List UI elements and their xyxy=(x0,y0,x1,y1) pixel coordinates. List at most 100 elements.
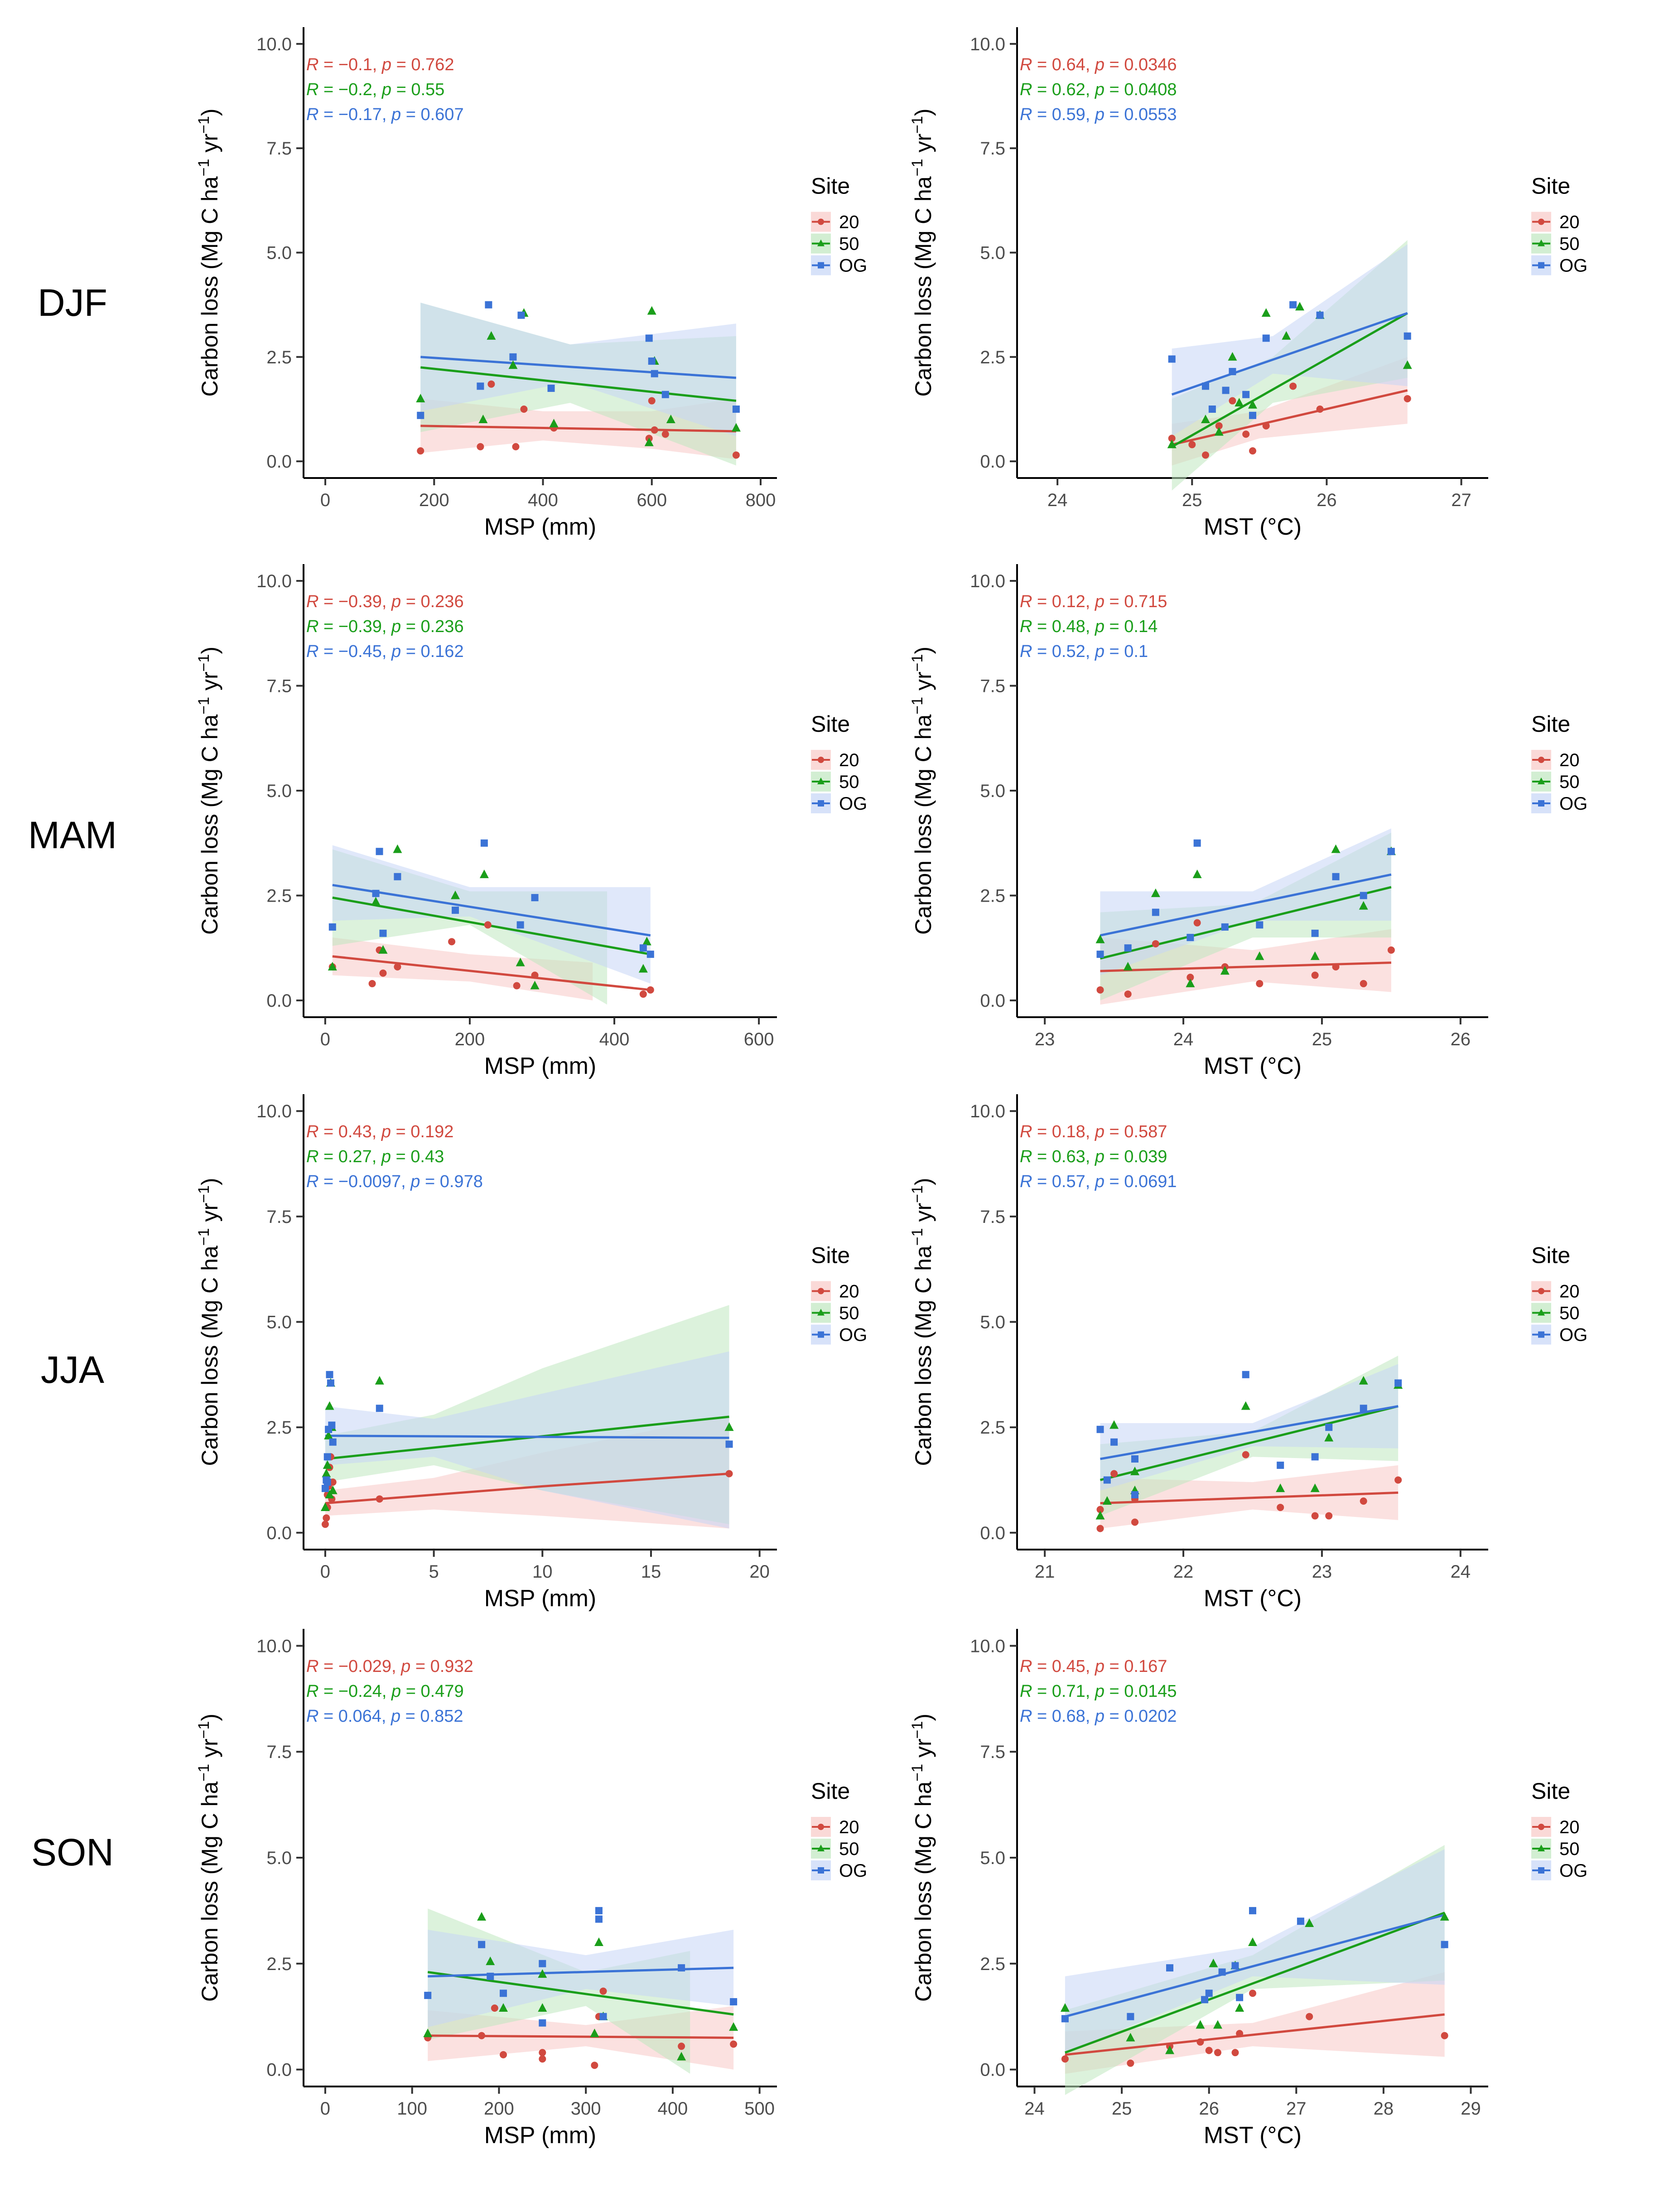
y-axis-title-part: Carbon loss (Mg C ha xyxy=(911,1246,936,1466)
y-tick-label: 10.0 xyxy=(970,34,1005,54)
point-og xyxy=(485,301,492,309)
x-tick-label: 600 xyxy=(744,1029,774,1049)
stat-symbol: p xyxy=(381,80,391,99)
y-tick-label: 2.5 xyxy=(266,1418,292,1438)
stat-symbol: R xyxy=(1020,642,1032,661)
y-axis-title: Carbon loss (Mg C ha−1 yr−1) xyxy=(909,1714,936,2002)
legend-key-marker-20 xyxy=(1538,757,1544,763)
legend-title: Site xyxy=(811,711,850,737)
legend-label-20: 20 xyxy=(1559,213,1580,232)
y-tick-label: 10.0 xyxy=(970,571,1005,591)
y-axis-title-part: yr xyxy=(197,1203,222,1228)
stat-label-20: R = 0.18, p = 0.587 xyxy=(1020,1122,1167,1141)
stat-value: = 0.0691 xyxy=(1105,1172,1177,1191)
y-axis-title: Carbon loss (Mg C ha−1 yr−1) xyxy=(909,647,936,935)
stat-value: = 0.14 xyxy=(1105,617,1158,636)
point-50 xyxy=(1255,951,1264,960)
stat-value: = 0.0408 xyxy=(1105,80,1177,99)
stat-symbol: p xyxy=(391,1707,400,1726)
point-50 xyxy=(642,937,651,946)
point-og xyxy=(1110,1438,1118,1446)
ci-band-OG xyxy=(1172,244,1408,436)
legend-key-marker-og xyxy=(818,1867,824,1874)
y-tick-label: 5.0 xyxy=(266,243,292,263)
stat-symbol: R xyxy=(306,80,318,99)
point-50 xyxy=(320,1502,330,1511)
y-axis-title-sup: −1 xyxy=(909,1228,926,1246)
stat-symbol: R xyxy=(1020,105,1032,124)
stat-symbol: p xyxy=(1095,1172,1105,1191)
stat-value: = −0.2, xyxy=(318,80,381,99)
stat-value: = 0.0553 xyxy=(1105,105,1177,124)
point-50 xyxy=(1295,302,1304,311)
y-axis-title-part: Carbon loss (Mg C ha xyxy=(197,715,222,935)
point-og xyxy=(730,1998,738,2005)
point-20 xyxy=(1332,963,1340,971)
stat-symbol: R xyxy=(306,1147,318,1166)
point-og xyxy=(477,382,484,390)
point-og xyxy=(509,353,517,361)
stat-symbol: R xyxy=(1020,55,1032,74)
point-20 xyxy=(1229,397,1236,405)
y-tick-label: 7.5 xyxy=(980,676,1005,696)
point-og xyxy=(725,1440,733,1448)
stat-label-OG: R = 0.064, p = 0.852 xyxy=(306,1707,463,1726)
y-axis-title-part: ) xyxy=(197,108,222,116)
legend-title: Site xyxy=(1531,1243,1570,1268)
y-axis-title: Carbon loss (Mg C ha−1 yr−1) xyxy=(195,108,222,396)
stat-symbol: R xyxy=(1020,1657,1032,1676)
point-og xyxy=(1229,368,1236,376)
regression-line-20 xyxy=(1100,961,1391,972)
y-tick-label: 0.0 xyxy=(266,2060,292,2080)
point-20 xyxy=(448,938,456,946)
point-50 xyxy=(1261,308,1271,317)
stat-symbol: p xyxy=(400,1657,410,1676)
regression-line-OG xyxy=(325,1434,729,1439)
y-tick-label: 2.5 xyxy=(266,348,292,367)
point-20 xyxy=(539,2055,546,2063)
point-og xyxy=(1127,2013,1134,2020)
point-20 xyxy=(1404,395,1411,402)
point-50 xyxy=(1248,400,1257,409)
stat-value: = 0.27, xyxy=(318,1147,381,1166)
point-50 xyxy=(1130,1466,1139,1475)
y-tick-label: 2.5 xyxy=(266,1954,292,1974)
legend-label-20: 20 xyxy=(1559,1282,1580,1302)
regression-line-20 xyxy=(1100,1491,1399,1505)
stat-symbol: R xyxy=(1020,617,1032,636)
stat-symbol: p xyxy=(1095,1682,1105,1701)
stat-label-OG: R = −0.45, p = 0.162 xyxy=(306,642,464,661)
y-axis-title-sup: −1 xyxy=(195,1228,212,1246)
point-50 xyxy=(323,1460,332,1469)
stat-symbol: R xyxy=(1020,1707,1032,1726)
x-tick-label: 300 xyxy=(571,2099,601,2119)
point-50 xyxy=(328,961,337,971)
point-og xyxy=(1193,839,1201,847)
point-20 xyxy=(376,1495,383,1503)
stat-label-50: R = 0.62, p = 0.0408 xyxy=(1020,80,1177,99)
y-tick-label: 0.0 xyxy=(980,1523,1005,1543)
legend-label-50: 50 xyxy=(839,1839,859,1859)
y-tick-label: 2.5 xyxy=(266,886,292,906)
legend-label-OG: OG xyxy=(839,256,867,276)
legend-label-20: 20 xyxy=(839,750,859,770)
y-tick-label: 5.0 xyxy=(266,1313,292,1333)
point-50 xyxy=(1403,360,1412,369)
y-axis-title-part: Carbon loss (Mg C ha xyxy=(197,1782,222,2002)
panel-djf-mst: 0.0 2.5 5.0 7.5 10.0 24 25 26 27 MST (°C) Carbon l… xyxy=(909,27,1587,540)
y-axis-title-sup: −1 xyxy=(909,654,926,672)
point-50 xyxy=(1305,1918,1314,1927)
stat-symbol: p xyxy=(381,1122,391,1141)
legend-title: Site xyxy=(811,1243,850,1268)
x-tick-label: 800 xyxy=(746,490,776,510)
legend-label-20: 20 xyxy=(839,1282,859,1302)
point-20 xyxy=(646,986,654,994)
point-20 xyxy=(678,2043,685,2050)
point-20 xyxy=(1289,382,1297,390)
y-axis-title-part: ) xyxy=(197,1178,222,1185)
x-tick-label: 200 xyxy=(455,1029,485,1049)
point-og xyxy=(1316,311,1324,319)
point-og xyxy=(326,1371,333,1378)
stat-symbol: p xyxy=(1095,592,1105,611)
stat-value: = 0.167 xyxy=(1105,1657,1167,1676)
